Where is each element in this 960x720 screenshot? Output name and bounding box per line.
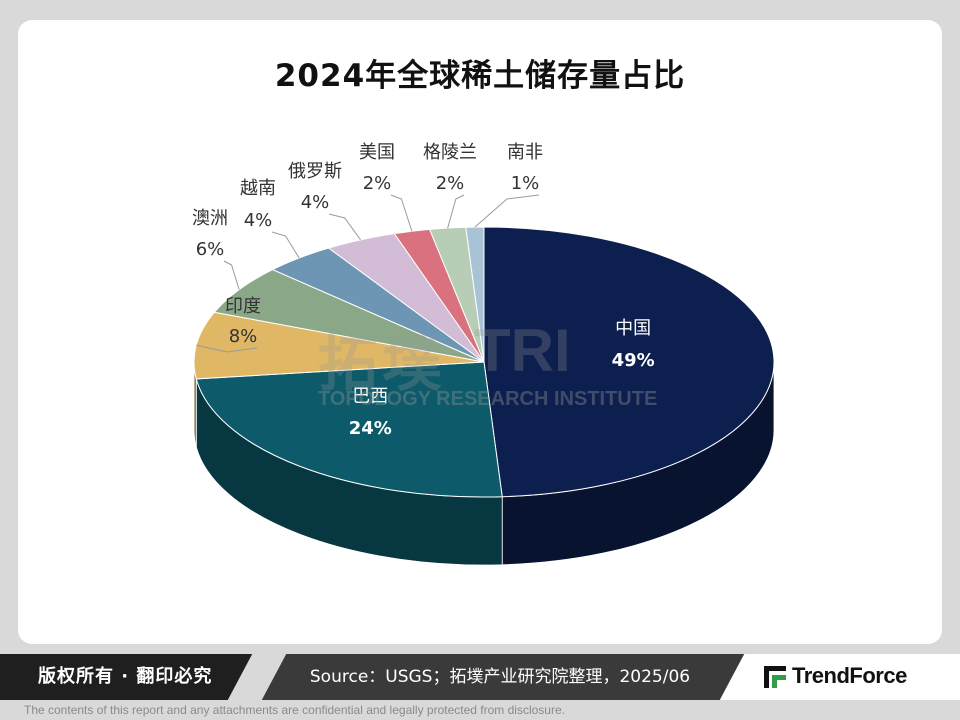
slice-value-5: 4%: [301, 192, 330, 213]
slice-label-7: 格陵兰: [423, 142, 477, 163]
copyright-notice: 版权所有 · 翻印必究: [0, 654, 256, 700]
slice-value-2: 8%: [229, 326, 258, 347]
trendforce-logo-icon: [764, 666, 786, 688]
trendforce-logo: TrendForce: [792, 663, 907, 688]
slice-label-1: 巴西: [352, 386, 388, 407]
slice-label-8: 南非: [507, 142, 543, 163]
disclaimer: The contents of this report and any atta…: [24, 703, 565, 717]
logo-backdrop: [756, 654, 960, 700]
leader-line-3: [223, 260, 240, 290]
slice-value-8: 1%: [511, 173, 540, 194]
slice-value-1: 24%: [349, 418, 392, 439]
watermark-en: TOPOLOGY RESEARCH INSTITUTE: [318, 388, 658, 410]
slice-value-4: 4%: [244, 210, 273, 231]
slice-label-5: 俄罗斯: [288, 161, 342, 182]
leader-line-7: [447, 194, 465, 229]
leader-line-5: [328, 213, 361, 241]
pie-slice-0: [483, 226, 775, 498]
source-note: Source：USGS；拓墣产业研究院整理，2025/06: [309, 667, 691, 687]
leader-line-8: [474, 194, 540, 228]
slice-value-7: 2%: [436, 173, 465, 194]
slice-label-4: 越南: [240, 178, 276, 199]
slice-label-0: 中国: [615, 318, 651, 339]
slice-value-6: 2%: [363, 173, 392, 194]
watermark-mark: TRI: [474, 317, 571, 384]
slice-label-3: 澳洲: [192, 208, 228, 229]
leader-line-6: [390, 194, 413, 232]
slice-value-0: 49%: [612, 350, 655, 371]
chart-title: 2024年全球稀土储存量占比: [274, 58, 686, 94]
watermark-cn: 拓墣: [318, 330, 446, 400]
slice-label-2: 印度: [225, 296, 261, 317]
leader-line-4: [271, 231, 300, 259]
slice-label-6: 美国: [359, 142, 395, 163]
slice-value-3: 6%: [196, 239, 225, 260]
pie-slice-1: [195, 361, 503, 498]
leader-line-2: [196, 344, 258, 353]
